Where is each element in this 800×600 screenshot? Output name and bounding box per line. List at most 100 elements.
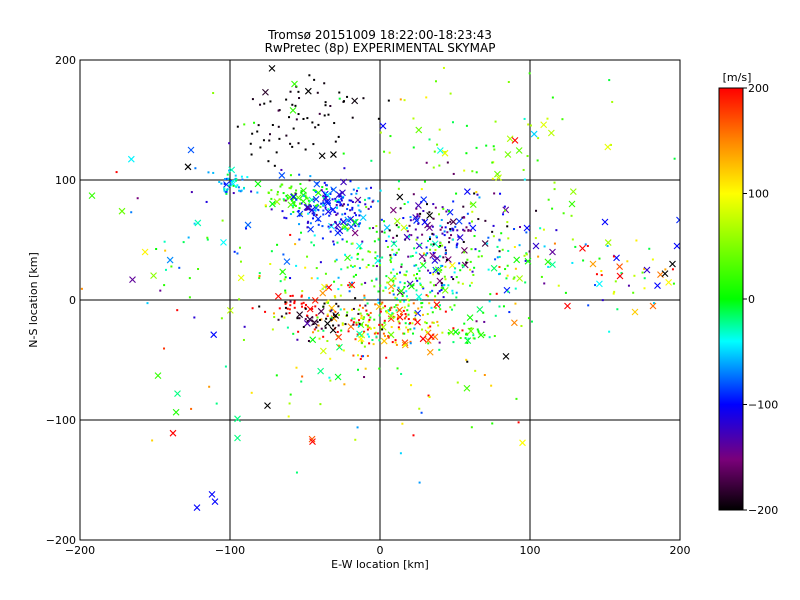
data-point [363, 345, 366, 348]
data-point [316, 182, 319, 185]
data-point [365, 206, 368, 209]
data-point [318, 112, 321, 115]
data-point-cross [169, 429, 177, 437]
data-point [412, 302, 415, 305]
data-point [574, 245, 577, 248]
data-point [272, 312, 275, 315]
data-point [340, 197, 343, 200]
data-point [336, 200, 339, 203]
data-point [334, 199, 337, 202]
data-point-cross [661, 270, 669, 277]
data-point [374, 331, 377, 334]
data-point [461, 282, 464, 285]
data-point [312, 331, 315, 334]
data-point [478, 196, 481, 199]
data-point [360, 314, 363, 317]
data-point [456, 381, 459, 384]
data-point [371, 339, 374, 342]
data-point [187, 236, 190, 239]
data-point [425, 322, 428, 325]
data-point [400, 265, 403, 268]
data-point [289, 187, 292, 190]
data-point [242, 338, 245, 341]
data-point-cross [469, 201, 477, 208]
data-point [612, 292, 615, 295]
data-point [226, 188, 229, 191]
colorbar-tick-label: 200 [748, 82, 769, 95]
data-point [347, 330, 350, 333]
data-point [440, 284, 443, 287]
data-point [212, 171, 215, 174]
data-point [473, 192, 476, 195]
data-point [341, 323, 344, 326]
data-point [613, 290, 616, 293]
data-point [164, 249, 167, 252]
data-point [416, 236, 419, 239]
data-point [289, 393, 292, 396]
data-point [330, 318, 333, 321]
data-point-cross [415, 126, 423, 134]
data-point [502, 305, 505, 308]
data-point [385, 356, 388, 359]
data-point [383, 335, 386, 338]
data-point-cross [311, 297, 319, 304]
data-point [378, 314, 381, 317]
data-point [311, 307, 314, 310]
data-point [302, 117, 305, 120]
data-point [346, 311, 349, 314]
data-point [388, 291, 391, 294]
data-point [499, 192, 502, 195]
data-point [443, 275, 446, 278]
data-point [366, 333, 369, 336]
data-point [348, 290, 351, 293]
data-point [356, 189, 359, 192]
data-point [648, 247, 651, 250]
data-point-cross [317, 367, 325, 375]
data-point [288, 186, 291, 189]
data-point [627, 284, 630, 287]
data-point [475, 191, 478, 194]
data-point [285, 98, 288, 101]
data-point [286, 307, 289, 310]
data-point [295, 85, 298, 88]
data-point [258, 272, 261, 275]
data-point [360, 342, 363, 345]
data-point [378, 339, 381, 342]
data-point [489, 293, 492, 296]
data-point [341, 191, 344, 194]
data-point [360, 283, 363, 286]
data-point [277, 318, 280, 321]
data-point [379, 310, 382, 313]
data-point [498, 273, 501, 276]
data-point [358, 209, 361, 212]
data-point [308, 74, 311, 77]
data-point-cross [324, 199, 332, 207]
data-point [494, 120, 497, 123]
data-point [357, 204, 360, 207]
data-point [288, 402, 291, 405]
data-point [308, 179, 311, 182]
data-point [358, 319, 361, 322]
data-point [334, 260, 337, 263]
data-point [344, 212, 347, 215]
data-point [314, 126, 317, 129]
data-point [327, 208, 330, 211]
data-point [508, 311, 511, 314]
data-point [262, 139, 265, 142]
data-point [385, 239, 388, 242]
data-point-cross [540, 121, 548, 129]
data-point-cross [279, 268, 287, 276]
data-point [405, 270, 408, 273]
data-point [289, 233, 292, 236]
data-point [341, 226, 344, 229]
data-point [535, 209, 538, 212]
data-point [291, 145, 294, 148]
data-point [450, 234, 453, 237]
data-point [282, 198, 285, 201]
data-point [292, 127, 295, 130]
data-point [465, 226, 468, 229]
data-point-cross [351, 218, 359, 226]
data-point [218, 180, 221, 183]
data-point [463, 251, 466, 254]
data-point [232, 192, 235, 195]
